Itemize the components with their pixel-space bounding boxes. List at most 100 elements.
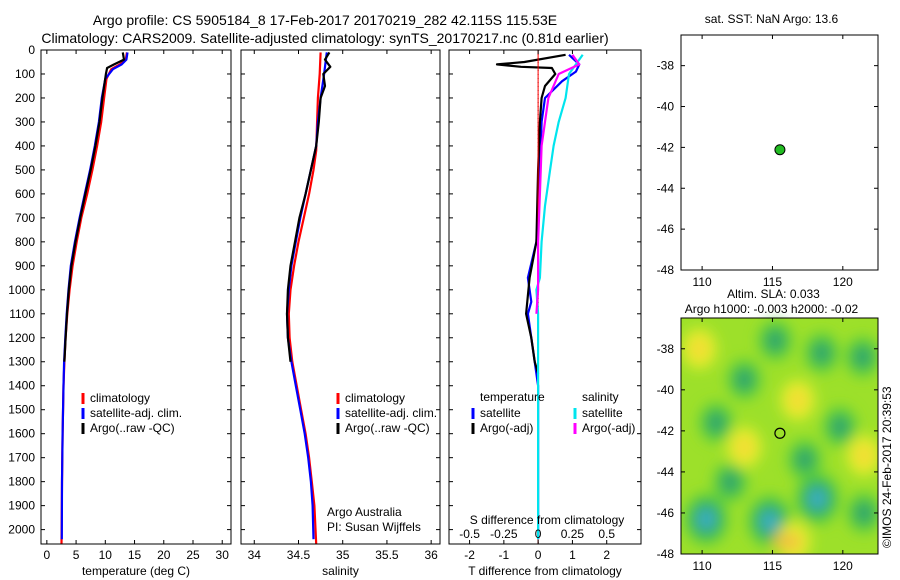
x-axis-label: salinity: [322, 564, 359, 578]
map-y-tick-label: -40: [657, 100, 675, 114]
legend-label: Argo(..raw -QC): [90, 421, 175, 435]
map-y-tick-label: -46: [657, 222, 675, 236]
legend-label: climatology: [345, 391, 405, 405]
heatmap-blob: [810, 490, 825, 507]
y-tick-label: 2000: [8, 523, 35, 537]
y-tick-label: 800: [15, 235, 35, 249]
x-tick-label: 25: [186, 548, 200, 562]
map-y-tick-label: -38: [657, 59, 675, 73]
axes-frame-2: [448, 49, 642, 545]
map-y-tick-label: -42: [657, 140, 675, 154]
y-tick-label: 1800: [8, 475, 35, 489]
map-title-line1: Altim. SLA: 0.033: [727, 287, 820, 301]
y-tick-label: 1300: [8, 355, 35, 369]
imos-watermark: ©IMOS 24-Feb-2017 20:39:53: [880, 386, 894, 548]
heatmap-blob: [853, 443, 875, 468]
argo-position-point: [774, 144, 786, 156]
chart-title-line1: Argo profile: CS 5905184_8 17-Feb-2017 2…: [92, 12, 558, 28]
y-tick-label: 1000: [8, 283, 35, 297]
legend-title: temperature: [480, 390, 545, 404]
axes-frame-1: [240, 49, 441, 545]
heatmap-blob: [689, 336, 710, 361]
x-tick-label: 36: [424, 548, 438, 562]
heatmap-blob: [734, 435, 755, 460]
legend-label: satellite-adj. clim.: [345, 406, 437, 420]
x-tick-label: 10: [99, 548, 113, 562]
map-y-tick-label: -38: [657, 342, 675, 356]
series-line-1-0: [287, 52, 322, 544]
x-tick-label: 30: [216, 548, 230, 562]
y-tick-label: 1900: [8, 499, 35, 513]
heatmap-field: [682, 320, 878, 554]
series-line-0-2: [63, 52, 126, 362]
legend-label: Argo(..raw -QC): [345, 421, 430, 435]
top-tick-label: -0.5: [459, 527, 480, 541]
axes-frame-0: [40, 49, 232, 545]
annotation-text: Argo Australia: [327, 505, 402, 519]
x-tick-label: 20: [157, 548, 171, 562]
y-tick-label: 1200: [8, 331, 35, 345]
y-tick-label: 700: [15, 211, 35, 225]
x-tick-label: 35: [336, 548, 350, 562]
y-tick-label: 1100: [9, 307, 35, 321]
chart-title-line2: Climatology: CARS2009. Satellite-adjuste…: [41, 30, 609, 46]
map-x-tick-label: 115: [763, 275, 782, 289]
map-x-tick-label: 110: [693, 275, 712, 289]
y-tick-label: 0: [28, 43, 35, 57]
heatmap-blob: [787, 388, 808, 413]
legend-label: satellite: [582, 406, 623, 420]
series-line-2-0: [526, 53, 581, 540]
plot-area-1: [285, 51, 332, 544]
map-y-tick-label: -44: [657, 181, 675, 195]
y-tick-label: 1400: [8, 379, 35, 393]
series-line-1-2: [285, 51, 332, 362]
heatmap-blob: [723, 474, 738, 491]
x-tick-label: 5: [73, 548, 80, 562]
map-y-tick-label: -46: [657, 506, 675, 520]
legend-label: satellite-adj. clim.: [90, 406, 182, 420]
legend-title: salinity: [582, 390, 619, 404]
map-y-tick-label: -44: [657, 465, 675, 479]
x-axis-label: T difference from climatology: [468, 564, 622, 578]
series-line-2-3: [535, 54, 584, 540]
x-tick-label: -1: [499, 548, 510, 562]
plot-area-0: [60, 52, 129, 544]
x-tick-label: 2: [603, 548, 610, 562]
series-line-0-0: [60, 52, 128, 544]
top-tick-label: -0.25: [490, 527, 518, 541]
heatmap-blob: [762, 513, 777, 530]
x-tick-label: 34.5: [287, 548, 311, 562]
y-tick-label: 500: [15, 163, 35, 177]
series-line-0-1: [60, 52, 129, 540]
series-line-2-4: [535, 54, 581, 314]
map-frame-4: [680, 317, 879, 555]
legend-label: Argo(-adj): [582, 421, 635, 435]
y-tick-label: 1500: [8, 403, 35, 417]
map-title: sat. SST: NaN Argo: 13.6: [705, 12, 839, 26]
legend-label: satellite: [480, 406, 521, 420]
heatmap-blob: [737, 371, 752, 388]
map-y-tick-label: -48: [657, 547, 675, 561]
series-line-1-1: [285, 52, 328, 540]
map-frame-3: [680, 34, 879, 271]
legend-label: climatology: [90, 391, 150, 405]
map-y-tick-label: -42: [657, 424, 675, 438]
y-tick-label: 400: [15, 139, 35, 153]
heatmap-blob: [709, 414, 723, 431]
legend-label: Argo(-adj): [480, 421, 533, 435]
y-tick-label: 300: [15, 115, 35, 129]
heatmap-blob: [699, 511, 714, 528]
heatmap-blob: [768, 332, 783, 349]
sla-heatmap: [681, 318, 878, 554]
y-tick-label: 1600: [8, 427, 35, 441]
argo-position-marker: [774, 427, 786, 439]
y-tick-label: 600: [15, 187, 35, 201]
map-x-tick-label: 110: [693, 559, 712, 573]
x-tick-label: 35.5: [375, 548, 399, 562]
x-tick-label: 0: [535, 548, 542, 562]
series-line-2-1: [495, 53, 566, 374]
map-title-line2: Argo h1000: -0.003 h2000: -0.02: [685, 302, 859, 316]
x-tick-label: 34: [248, 548, 262, 562]
plot-area-2: [495, 50, 584, 544]
